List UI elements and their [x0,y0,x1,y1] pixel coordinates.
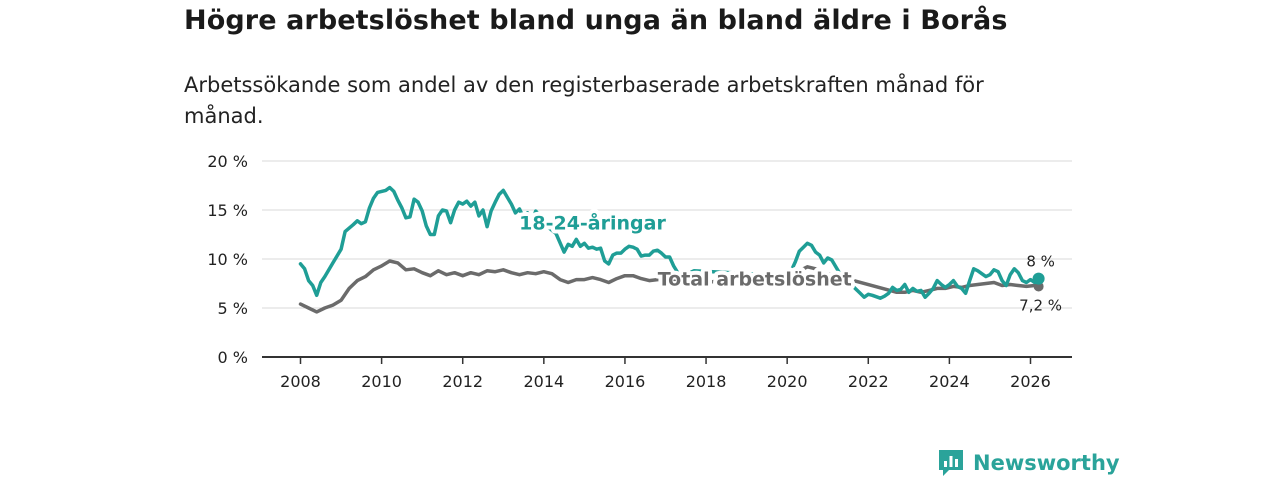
x-tick-label: 2012 [442,372,483,391]
chart-title: Högre arbetslöshet bland unga än bland ä… [184,5,1008,36]
axes: 0 % 5 % 10 % 15 % 20 % 2008 2010 2012 2014 2016 20… [207,152,1072,391]
x-tick-label: 2014 [523,372,564,391]
chart-subtitle: Arbetssökande som andel av den registerb… [184,73,984,128]
x-tick-label: 2016 [605,372,646,391]
annotation-youth: 18-24-åringar [519,211,666,235]
y-tick-label: 5 % [218,299,248,318]
x-tick-label: 2026 [1010,372,1051,391]
x-tick-label: 2018 [686,372,727,391]
annotation-youth-halo: 18-24-åringar [519,211,666,235]
x-tick-label: 2022 [848,372,889,391]
brand-name: Newsworthy [973,451,1120,475]
brand-logo[interactable]: Newsworthy [937,448,1120,478]
series-labels: 8 %7,2 %18-24-åringar18-24-åringarTotal … [515,207,1062,315]
end-label-total: 7,2 % [1019,296,1062,314]
y-tick-label: 10 % [207,250,248,269]
gridlines [262,160,1072,309]
y-tick-label: 0 % [218,348,248,367]
series-line-youth [298,185,1041,300]
end-label-youth: 8 % [1026,253,1055,271]
series-line-total [298,259,1041,314]
annotation-total: Total arbetslöshet [658,268,852,290]
y-tick-label: 15 % [207,201,248,220]
annotation-total-halo: Total arbetslöshet [658,268,852,290]
x-tick-label: 2010 [361,372,402,391]
x-tick-label: 2020 [767,372,808,391]
y-tick-label: 20 % [207,152,248,171]
end-point-youth [1032,272,1045,285]
bar-chart-speech-bubble-icon [939,450,963,476]
series-lines [298,185,1045,314]
x-tick-label: 2024 [929,372,970,391]
x-tick-label: 2008 [280,372,321,391]
